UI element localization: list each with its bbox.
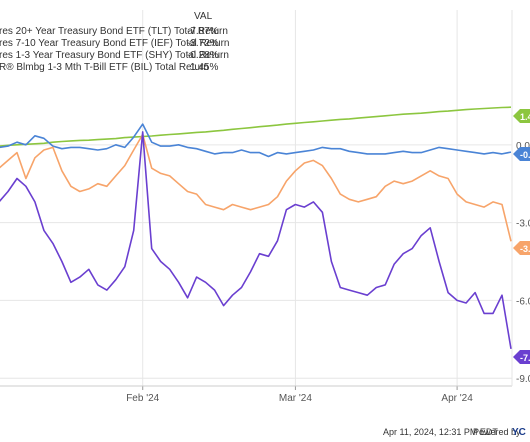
legend-value-bil: 1.45% bbox=[190, 62, 218, 73]
series-layer bbox=[0, 106, 512, 350]
grid-layer bbox=[0, 10, 512, 386]
legend-header: VAL bbox=[194, 11, 213, 22]
legend-value-ief: -3.72% bbox=[187, 38, 219, 49]
footer: Apr 11, 2024, 12:31 PM EDT Powered by YC bbox=[383, 427, 526, 438]
legend-label-shy: res 1-3 Year Treasury Bond ETF (SHY) Tot… bbox=[0, 50, 229, 61]
legend-label-tlt: res 20+ Year Treasury Bond ETF (TLT) Tot… bbox=[0, 26, 228, 37]
badge-tlt-text: -7. bbox=[520, 353, 530, 363]
badge-bil: 1.4 bbox=[513, 109, 530, 123]
y-tick-label: -9.0 bbox=[516, 374, 530, 385]
x-tick-label: Feb '24 bbox=[126, 393, 159, 404]
badge-shy-text: -0. bbox=[520, 150, 530, 160]
series-line-shy bbox=[0, 123, 512, 158]
series-line-ief bbox=[0, 133, 512, 242]
badge-ief: -3. bbox=[513, 241, 530, 255]
series-line-tlt bbox=[0, 131, 512, 350]
legend-value-tlt: -7.87% bbox=[187, 26, 219, 37]
badge-bil-text: 1.4 bbox=[520, 112, 530, 122]
ycharts-logo-text: YC bbox=[512, 427, 526, 438]
y-tick-label: -6.0 bbox=[516, 296, 530, 307]
x-tick-label: Mar '24 bbox=[279, 393, 312, 404]
legend-value-shy: -0.28% bbox=[187, 50, 219, 61]
series-line-bil bbox=[0, 106, 512, 147]
ycharts-logo[interactable]: YC bbox=[512, 427, 526, 438]
value-badges: 1.4 -0. -3. -7. bbox=[513, 109, 530, 364]
footer-powered-by: Powered by bbox=[473, 427, 521, 437]
x-tick-label: Apr '24 bbox=[441, 393, 473, 404]
badge-ief-text: -3. bbox=[520, 244, 530, 254]
legend-label-bil: R® Blmbg 1-3 Mth T-Bill ETF (BIL) Total … bbox=[0, 62, 209, 73]
legend-label-ief: res 7-10 Year Treasury Bond ETF (IEF) To… bbox=[0, 38, 229, 49]
legend: VAL res 20+ Year Treasury Bond ETF (TLT)… bbox=[0, 11, 229, 73]
axis-layer: 0.0 -3.0 -6.0 -9.0 Feb '24 Mar '24 Apr '24 bbox=[0, 10, 530, 404]
footer-timestamp: Apr 11, 2024, 12:31 PM EDT bbox=[383, 427, 498, 437]
y-tick-label: 0.0 bbox=[516, 141, 530, 152]
badge-tlt: -7. bbox=[513, 350, 530, 364]
badge-shy: -0. bbox=[513, 147, 530, 161]
y-tick-label: -3.0 bbox=[516, 219, 530, 230]
